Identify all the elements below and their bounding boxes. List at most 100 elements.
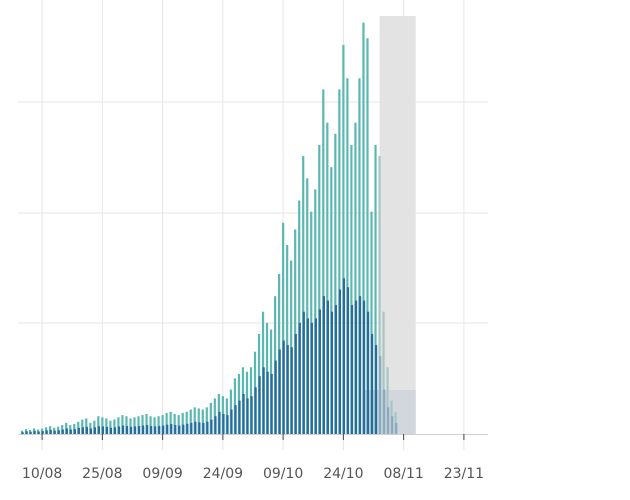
- bar-series-2: [162, 425, 165, 434]
- bar-series-2: [121, 425, 125, 434]
- bar-series-2: [318, 309, 321, 434]
- bar-series-2: [302, 311, 305, 434]
- bar-series-1: [306, 178, 309, 434]
- bar-series-2: [129, 426, 133, 434]
- bar-series-2: [218, 411, 221, 434]
- bar-series-2: [387, 407, 390, 434]
- bar-series-2: [45, 430, 48, 434]
- bar-series-2: [85, 426, 88, 434]
- bar-series-1: [165, 412, 168, 434]
- bar-series-2: [270, 373, 273, 434]
- bar-series-1: [282, 222, 285, 434]
- bar-series-2: [346, 287, 350, 434]
- bar-series-2: [186, 423, 189, 434]
- bar-series-1: [326, 122, 329, 435]
- bar-series-1: [169, 411, 172, 434]
- bar-series-2: [290, 347, 293, 434]
- bar-series-1: [129, 418, 132, 434]
- bar-series-2: [29, 431, 32, 434]
- bar-series-1: [374, 144, 377, 434]
- bar-series-1: [105, 418, 108, 434]
- bar-series-2: [166, 424, 169, 434]
- bar-series-2: [41, 431, 44, 434]
- bar-series-1: [161, 415, 164, 434]
- bar-series-1: [201, 409, 204, 434]
- bar-series-2: [101, 426, 105, 434]
- bar-series-2: [53, 430, 56, 434]
- bar-series-2: [150, 425, 153, 434]
- bar-series-2: [274, 360, 277, 434]
- bar-series-2: [190, 422, 193, 434]
- bar-series-1: [113, 419, 116, 434]
- bar-series-2: [57, 430, 60, 434]
- bar-series-2: [306, 318, 309, 434]
- bar-series-1: [97, 416, 100, 434]
- bar-series-2: [125, 425, 129, 434]
- bar-series-2: [97, 426, 101, 434]
- bar-series-1: [386, 367, 389, 434]
- x-tick-label: 10/08: [22, 466, 62, 482]
- x-tick-label: 24/10: [323, 466, 363, 482]
- bar-series-2: [154, 426, 157, 434]
- bar-series-1: [141, 415, 144, 434]
- bar-series-2: [238, 400, 241, 434]
- bar-series-1: [330, 167, 333, 435]
- bar-series-2: [334, 305, 338, 434]
- bar-series-1: [149, 416, 152, 434]
- bar-series-1: [177, 415, 180, 434]
- bar-series-2: [142, 425, 145, 434]
- bar-series-2: [202, 422, 205, 434]
- bar-series-1: [117, 417, 120, 434]
- bar-series-2: [226, 415, 229, 434]
- bar-series-2: [282, 340, 285, 434]
- bar-series-2: [310, 322, 313, 434]
- bar-series-1: [354, 122, 357, 435]
- bar-series-2: [262, 367, 265, 434]
- bar-series-2: [350, 305, 354, 434]
- bar-series-2: [370, 333, 374, 434]
- bar-series-1: [358, 78, 361, 435]
- bar-series-2: [250, 396, 253, 434]
- bar-series-1: [101, 417, 104, 434]
- bar-series-1: [342, 44, 345, 434]
- bar-series-1: [334, 133, 337, 434]
- bar-series-1: [362, 22, 365, 434]
- bar-series-1: [346, 78, 349, 435]
- bar-series-1: [302, 156, 305, 434]
- bar-series-2: [286, 345, 289, 434]
- bar-series-2: [326, 300, 330, 434]
- bar-series-1: [81, 419, 84, 434]
- bar-series-2: [113, 427, 117, 434]
- bar-series-2: [391, 416, 394, 434]
- bar-series-2: [178, 425, 181, 434]
- bar-series-2: [322, 296, 326, 434]
- bar-series-2: [383, 389, 386, 434]
- bar-series-1: [197, 408, 200, 434]
- bar-series-2: [294, 333, 297, 434]
- bar-series-2: [266, 371, 269, 434]
- bar-series-2: [314, 318, 317, 434]
- bar-series-2: [65, 428, 68, 434]
- x-tick-label: 24/09: [203, 466, 243, 482]
- bar-series-1: [121, 415, 124, 434]
- bar-series-1: [133, 417, 136, 434]
- bar-series-2: [93, 427, 97, 434]
- bar-series-1: [173, 413, 176, 434]
- bar-series-1: [145, 413, 148, 434]
- bar-series-1: [153, 417, 156, 434]
- bar-series-2: [81, 427, 84, 434]
- x-tick-label: 09/10: [263, 466, 303, 482]
- bar-series-2: [146, 425, 149, 434]
- bar-series-1: [209, 402, 212, 434]
- bar-series-1: [73, 423, 76, 434]
- bar-series-2: [109, 427, 113, 434]
- bar-series-1: [286, 245, 289, 434]
- bar-series-2: [182, 424, 185, 434]
- bar-series-2: [366, 311, 370, 434]
- x-tick-label: 08/11: [383, 466, 423, 482]
- bar-series-2: [194, 421, 197, 434]
- bar-series-1: [193, 407, 196, 434]
- bar-series-2: [198, 422, 201, 434]
- bar-series-2: [375, 345, 378, 434]
